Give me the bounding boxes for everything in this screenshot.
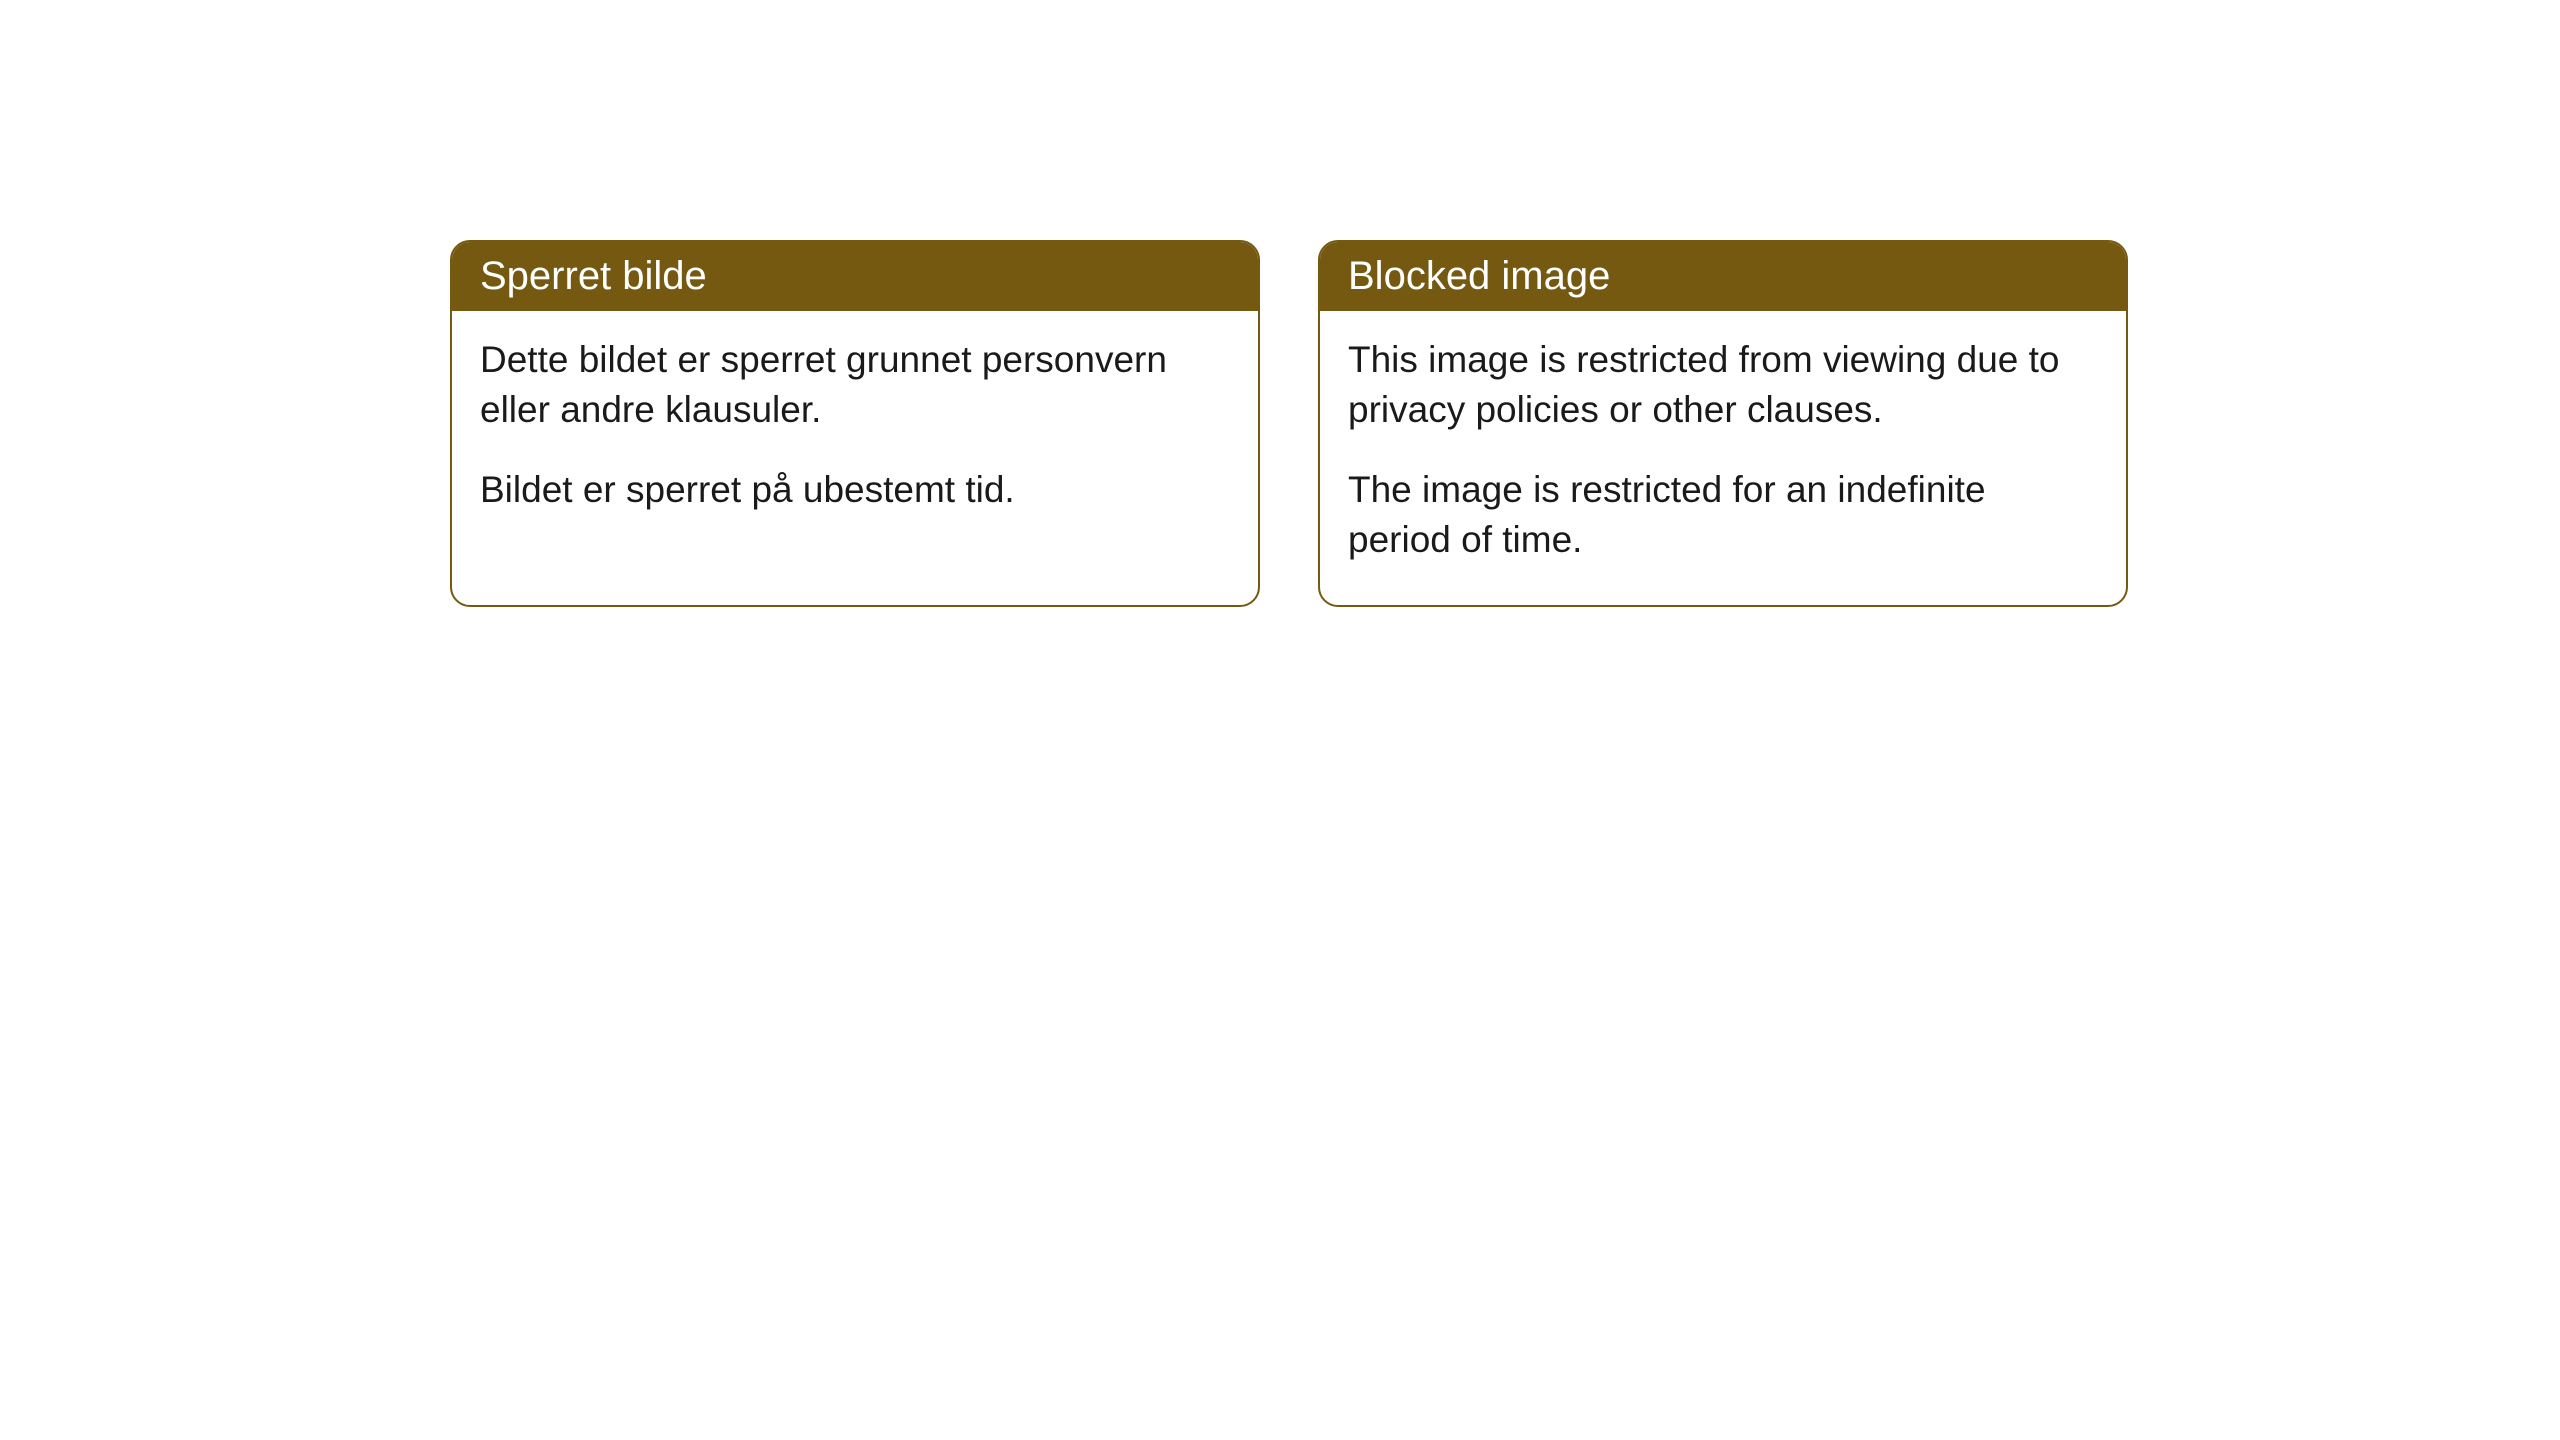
card-header-no: Sperret bilde	[452, 242, 1258, 311]
card-text-en-2: The image is restricted for an indefinit…	[1348, 465, 2098, 565]
card-header-en: Blocked image	[1320, 242, 2126, 311]
card-body-en: This image is restricted from viewing du…	[1320, 311, 2126, 605]
card-text-no-1: Dette bildet er sperret grunnet personve…	[480, 335, 1230, 435]
blocked-image-card-no: Sperret bilde Dette bildet er sperret gr…	[450, 240, 1260, 607]
card-text-no-2: Bildet er sperret på ubestemt tid.	[480, 465, 1230, 515]
card-text-en-1: This image is restricted from viewing du…	[1348, 335, 2098, 435]
notice-cards-container: Sperret bilde Dette bildet er sperret gr…	[450, 240, 2128, 607]
blocked-image-card-en: Blocked image This image is restricted f…	[1318, 240, 2128, 607]
card-body-no: Dette bildet er sperret grunnet personve…	[452, 311, 1258, 555]
